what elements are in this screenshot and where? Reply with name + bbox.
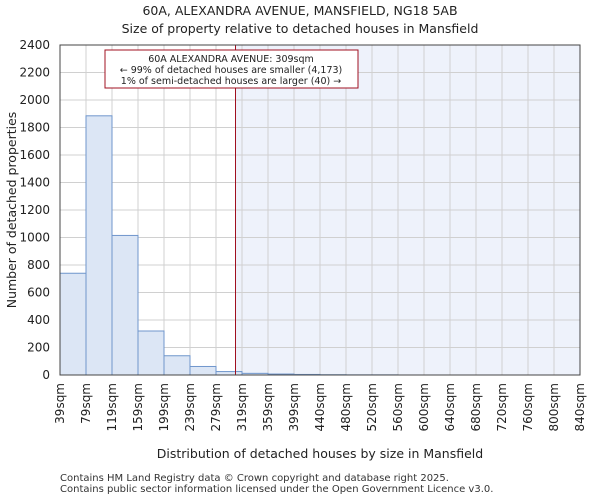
- plot-frame: [59, 44, 581, 376]
- y-tick-label: 1800: [19, 121, 50, 135]
- x-tick-label: 840sqm: [573, 383, 587, 431]
- x-tick-label: 480sqm: [339, 383, 353, 431]
- x-tick-label: 560sqm: [391, 383, 405, 431]
- x-tick-label: 520sqm: [365, 383, 379, 431]
- y-tick-label: 1000: [19, 231, 50, 245]
- chart-title-block: 60A, ALEXANDRA AVENUE, MANSFIELD, NG18 5…: [0, 2, 600, 38]
- x-tick-label: 359sqm: [261, 383, 275, 431]
- y-tick-label: 2000: [19, 93, 50, 107]
- x-tick-label: 159sqm: [131, 383, 145, 431]
- bars: [59, 115, 399, 376]
- bar: [137, 330, 165, 376]
- footer-line-2: Contains public sector information licen…: [60, 484, 494, 495]
- x-tick-label: 39sqm: [53, 383, 67, 424]
- chart-title: 60A, ALEXANDRA AVENUE, MANSFIELD, NG18 5…: [142, 3, 458, 18]
- bar: [189, 365, 217, 376]
- annotation-line-1: 60A ALEXANDRA AVENUE: 309sqm: [148, 54, 314, 65]
- bar: [215, 371, 243, 376]
- bar: [111, 234, 139, 376]
- x-tick-label: 680sqm: [469, 383, 483, 431]
- x-tick-label: 720sqm: [495, 383, 509, 431]
- bar: [163, 355, 191, 376]
- annotation-frame: [104, 49, 359, 89]
- annotation-line-3: 1% of semi-detached houses are larger (4…: [121, 76, 341, 87]
- x-tick-labels: 39sqm 79sqm 119sqm 159sqm 199sqm 239sqm 279sqm…: [53, 383, 587, 431]
- y-tick-label: 200: [27, 341, 50, 355]
- x-tick-label: 440sqm: [313, 383, 327, 431]
- bar: [59, 272, 87, 376]
- x-tick-label: 199sqm: [157, 383, 171, 431]
- y-tick-label: 600: [27, 286, 50, 300]
- y-tick-label: 1400: [19, 176, 50, 190]
- footer-line-1: Contains HM Land Registry data © Crown c…: [60, 473, 449, 484]
- y-axis-label: Number of detached properties: [4, 112, 19, 309]
- x-tick-label: 760sqm: [521, 383, 535, 431]
- footer: Contains HM Land Registry data © Crown c…: [60, 473, 493, 495]
- x-tick-label: 319sqm: [235, 383, 249, 431]
- x-tick-label: 239sqm: [183, 383, 197, 431]
- annotation-line-2: ← 99% of detached houses are smaller (4,…: [120, 65, 343, 76]
- x-tick-label: 399sqm: [287, 383, 301, 431]
- y-tick-label: 2200: [19, 66, 50, 80]
- x-axis-label: Distribution of detached houses by size …: [157, 446, 483, 461]
- bar: [85, 115, 113, 376]
- chart-subtitle: Size of property relative to detached ho…: [121, 21, 479, 36]
- annotation-box: 60A ALEXANDRA AVENUE: 309sqm ← 99% of de…: [104, 49, 359, 89]
- x-tick-label: 640sqm: [443, 383, 457, 431]
- x-tick-label: 600sqm: [417, 383, 431, 431]
- y-tick-label: 800: [27, 258, 50, 272]
- x-tick-label: 279sqm: [209, 383, 223, 431]
- y-tick-label: 1600: [19, 148, 50, 162]
- y-tick-labels: 0 200 400 600 800 1000 1200 1400 1600 1800 2000 220…: [19, 38, 50, 382]
- y-tick-label: 400: [27, 313, 50, 327]
- x-tick-label: 119sqm: [105, 383, 119, 431]
- x-tick-label: 800sqm: [547, 383, 561, 431]
- y-tick-label: 1200: [19, 203, 50, 217]
- x-tick-label: 79sqm: [79, 383, 93, 424]
- y-tick-label: 0: [42, 368, 50, 382]
- y-tick-label: 2400: [19, 38, 50, 52]
